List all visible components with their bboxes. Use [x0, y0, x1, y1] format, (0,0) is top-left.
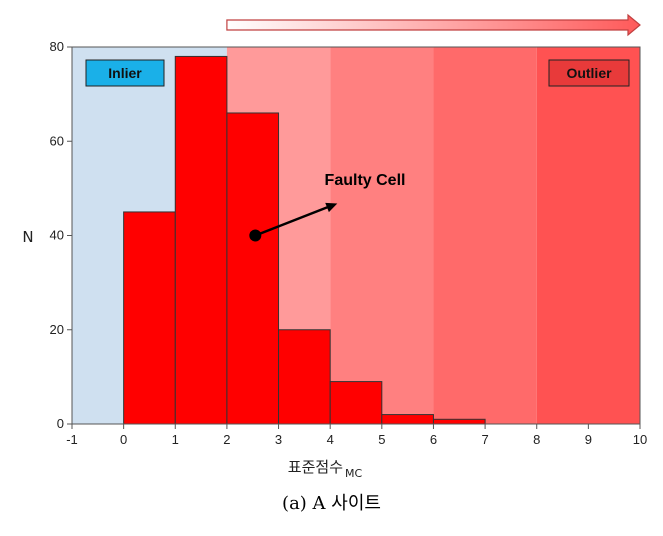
- x-tick-label: 8: [533, 432, 540, 447]
- x-axis-label-subscript: MC: [345, 467, 362, 480]
- x-tick-label: 7: [481, 432, 488, 447]
- x-tick-label: 1: [172, 432, 179, 447]
- x-tick-label: 4: [327, 432, 334, 447]
- annotation-text: Faulty Cell: [325, 172, 406, 189]
- region-band-2: [330, 47, 434, 424]
- histogram-bar: [226, 112, 280, 425]
- outlier-label-box: Outlier: [548, 59, 630, 87]
- histogram-bars: [123, 55, 486, 425]
- y-tick-label: 0: [57, 416, 64, 431]
- histogram-bar: [381, 414, 434, 425]
- y-tick-label: 60: [50, 133, 64, 148]
- x-tick-label: 2: [223, 432, 230, 447]
- y-axis-label: N: [22, 228, 33, 246]
- region-band-3: [433, 47, 537, 424]
- y-tick-label: 80: [50, 39, 64, 54]
- severity-arrow: [226, 13, 641, 37]
- annotation-pointer-line: [254, 205, 330, 237]
- y-tick-label: 20: [50, 322, 64, 337]
- histogram-bar: [123, 211, 176, 425]
- inlier-label: Inlier: [108, 65, 142, 81]
- outlier-label: Outlier: [566, 65, 612, 81]
- histogram-bar: [174, 55, 228, 425]
- x-tick-label: 5: [378, 432, 385, 447]
- faulty-cell-marker: [249, 229, 262, 242]
- x-tick-label: 3: [275, 432, 282, 447]
- inlier-label-box: Inlier: [85, 59, 165, 87]
- x-tick-label: 6: [430, 432, 437, 447]
- x-tick-label: 0: [120, 432, 127, 447]
- x-tick-label: 10: [633, 432, 647, 447]
- y-tick-label: 40: [50, 228, 64, 243]
- faulty-cell-annotation: Faulty Cell: [249, 172, 405, 242]
- figure-caption: (a) A 사이트: [282, 493, 381, 514]
- annotation-arrowhead: [325, 202, 338, 213]
- x-axis-label: 표준점수: [288, 458, 343, 476]
- histogram-bar: [329, 381, 383, 425]
- histogram-bar: [432, 418, 486, 425]
- region-band-4: [536, 47, 640, 424]
- histogram-bar: [278, 329, 331, 425]
- x-tick-label: -1: [66, 432, 78, 447]
- x-tick-label: 9: [585, 432, 592, 447]
